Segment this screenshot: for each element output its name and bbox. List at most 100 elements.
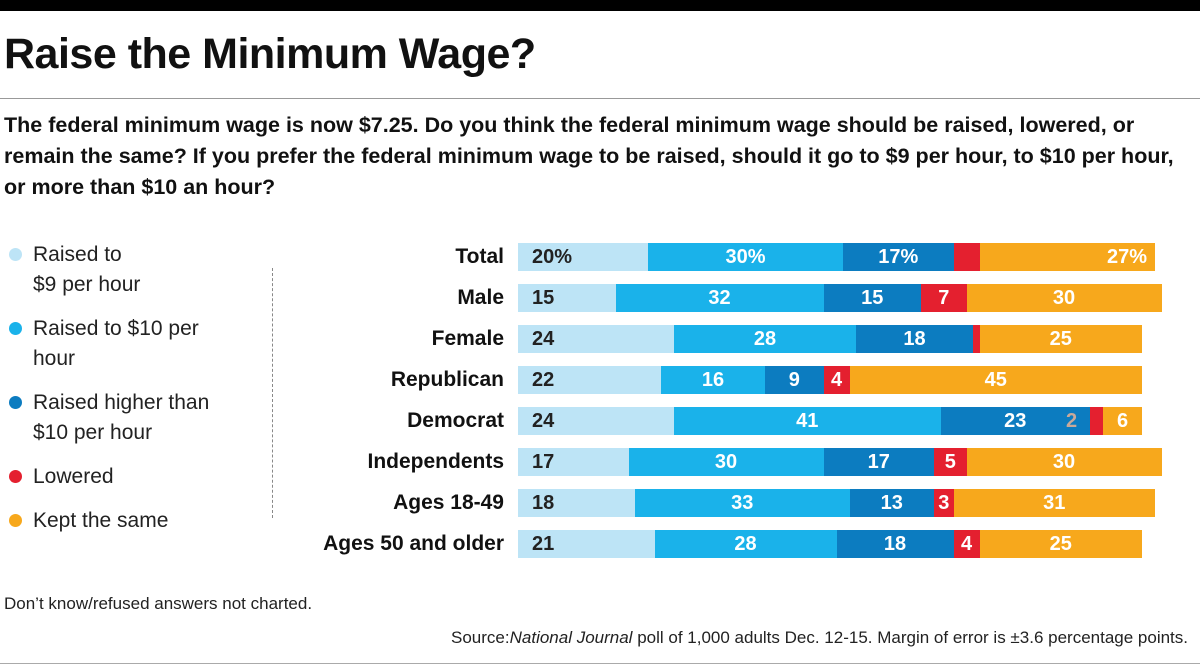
bar-segment: 30: [966, 284, 1162, 312]
row-label: Republican: [390, 368, 504, 391]
bar-segment: 3: [934, 489, 954, 517]
bar-value-label: 4: [960, 533, 973, 555]
bar-value-label: 24: [532, 410, 555, 432]
source-publication: National Journal: [509, 628, 633, 647]
bar-value-label: 3: [938, 492, 950, 514]
bar-value-label: 21: [532, 533, 555, 555]
bar-value-label: 4: [830, 369, 843, 391]
bar-value-label: 25: [1049, 533, 1072, 555]
row-label: Ages 18-49: [393, 491, 504, 514]
bar-segment: 18: [518, 489, 635, 517]
legend-swatch: [9, 470, 22, 483]
legend-label: Kept the same: [33, 509, 169, 532]
source-details: poll of 1,000 adults Dec. 12-15. Margin …: [632, 628, 1188, 647]
bar-value-label: 30%: [725, 246, 766, 268]
bar-value-label: 5: [944, 451, 956, 473]
bar-value-label: 24: [532, 328, 555, 350]
bar-value-label: 6: [1116, 410, 1129, 432]
legend-swatch: [9, 248, 22, 261]
bar-segment: 22: [518, 366, 661, 394]
bar-segment: 28: [654, 530, 837, 558]
bar-segment: 18: [856, 325, 973, 353]
bar-value-label: 41: [796, 410, 819, 432]
bar-segment: 25: [979, 325, 1142, 353]
chart-title: Raise the Minimum Wage?: [4, 30, 536, 78]
legend-label: Raised to $9 per hour: [33, 243, 141, 296]
bar-segment: 17%: [843, 243, 954, 271]
bar-segment: 4%: [953, 243, 1012, 271]
bar-value-label: 25: [1049, 328, 1072, 350]
legend-swatch: [9, 396, 22, 409]
bar-value-label: 17%: [878, 246, 919, 268]
bar-value-label: 28: [753, 328, 777, 350]
bar-value-label: 7: [938, 287, 950, 309]
bar-value-label: 18: [532, 492, 555, 514]
bar-segment: 7: [921, 284, 967, 312]
bar-value-label: 28: [734, 533, 757, 555]
legend-divider: [272, 268, 273, 518]
row-label: Independents: [367, 450, 504, 473]
bar-segment: 15: [518, 284, 616, 312]
bar-segment: 30%: [648, 243, 843, 271]
bar-segment: 5: [934, 448, 967, 476]
bar-value-label: 45: [984, 369, 1007, 391]
bar-value-label: 30: [714, 451, 738, 473]
bar-segment: 20%: [518, 243, 648, 271]
bar-segment: 32: [615, 284, 824, 312]
bar-value-label: 30: [1052, 451, 1076, 473]
bar-value-label: 22: [532, 369, 555, 391]
bar-segment: 15: [823, 284, 921, 312]
bar-value-label: 18: [883, 533, 907, 555]
legend-swatch: [9, 514, 22, 527]
source-note: Source:National Journal poll of 1,000 ad…: [451, 628, 1188, 648]
survey-question: The federal minimum wage is now $7.25. D…: [4, 113, 1174, 199]
row-label: Female: [431, 327, 504, 350]
row-label: Ages 50 and older: [323, 532, 504, 555]
legend-item: Lowered: [8, 462, 223, 492]
legend-label: Lowered: [33, 465, 114, 488]
bar-value-label: 17: [532, 451, 555, 473]
bar-value-label: 13: [880, 492, 903, 514]
bar-value-label: 9: [788, 369, 800, 391]
legend-item: Raised to $9 per hour: [8, 240, 148, 300]
bar-value-label: 20%: [532, 246, 573, 268]
bar-value-label: 33: [731, 492, 754, 514]
bar-segment: 17: [518, 448, 629, 476]
bar-segment: 9: [765, 366, 824, 394]
bar-segment: 4: [823, 366, 850, 394]
bar-value-label: 30: [1052, 287, 1076, 309]
bar-segment: 18: [836, 530, 954, 558]
bar-segment: 13: [849, 489, 934, 517]
legend-label: Raised higher than $10 per hour: [33, 391, 210, 444]
bar-value-label: 23: [1004, 410, 1027, 432]
bar-segment: 23: [940, 407, 1090, 435]
bar-value-label: 16: [701, 369, 725, 391]
bar-segment: 30: [628, 448, 824, 476]
legend-item: Kept the same: [8, 506, 223, 536]
legend-item: Raised to $10 per hour: [8, 314, 223, 374]
bar-segment: 17: [823, 448, 934, 476]
bar-segment: 30: [966, 448, 1162, 476]
legend-swatch: [9, 322, 22, 335]
bar-value-label: 18: [903, 328, 926, 350]
top-rule: [0, 0, 1200, 11]
bar-value-label: 32: [708, 287, 731, 309]
row-label: Total: [455, 245, 504, 268]
bar-segment: 33: [635, 489, 850, 517]
bar-value-label: 15: [861, 287, 884, 309]
bar-segment: 41: [674, 407, 941, 435]
bar-segment: 31: [953, 489, 1155, 517]
row-label: Male: [457, 286, 504, 309]
bar-segment: 25: [979, 530, 1142, 558]
source-prefix: Source:: [451, 628, 510, 647]
bar-segment: 45: [849, 366, 1142, 394]
bar-segment: 21: [518, 530, 655, 558]
bar-segment: 16: [661, 366, 765, 394]
bar-value-label: 17: [867, 451, 890, 473]
bar-segment: 24: [518, 325, 674, 353]
legend-label: Raised to $10 per hour: [33, 317, 199, 370]
bar-segment: 28: [674, 325, 856, 353]
legend-item: Raised higher than $10 per hour: [8, 388, 223, 448]
bar-value-label: 2: [1066, 410, 1078, 432]
title-divider: [0, 98, 1200, 99]
